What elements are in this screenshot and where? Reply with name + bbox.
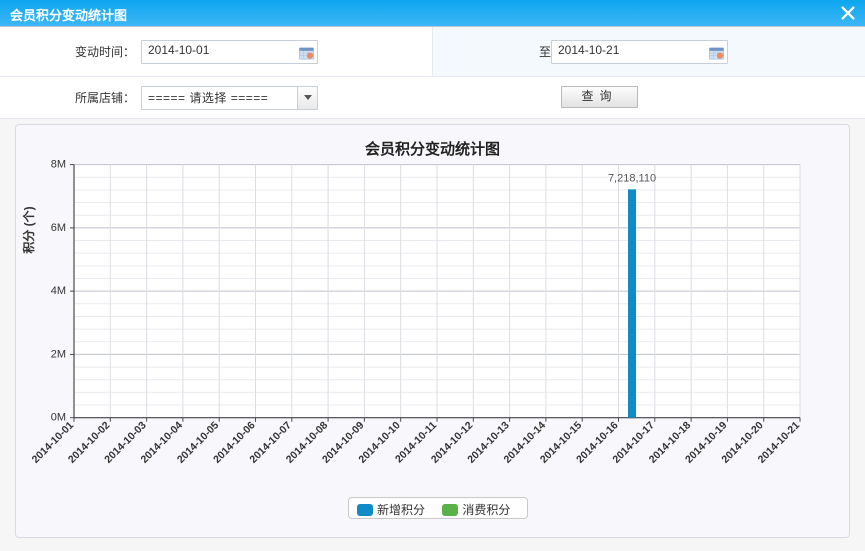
svg-text:8M: 8M bbox=[51, 159, 66, 171]
svg-text:6M: 6M bbox=[51, 222, 66, 234]
svg-text:7,218,110: 7,218,110 bbox=[608, 172, 656, 184]
svg-text:4M: 4M bbox=[51, 285, 66, 297]
svg-text:2M: 2M bbox=[51, 348, 66, 360]
